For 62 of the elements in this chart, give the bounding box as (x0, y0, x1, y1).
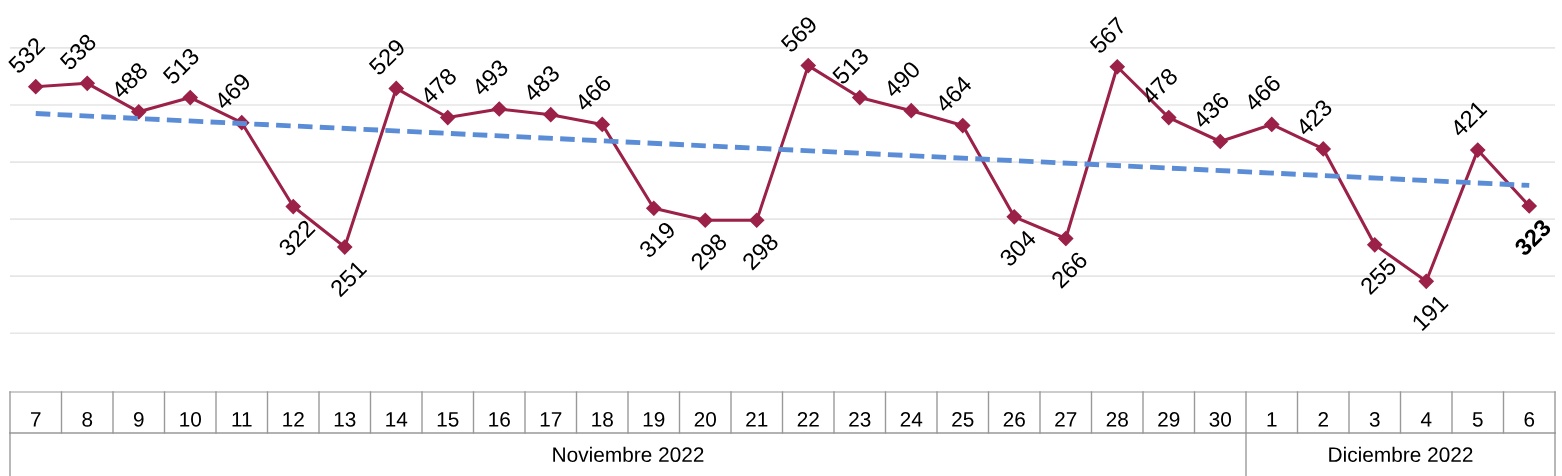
x-tick-label: 8 (82, 411, 93, 427)
data-label: 569 (779, 15, 819, 54)
x-tick-label: 14 (386, 412, 408, 427)
data-label: 466 (573, 73, 613, 113)
data-label: 266 (1050, 250, 1089, 289)
x-tick-label: 9 (133, 411, 144, 427)
x-tick-label: 30 (1209, 411, 1232, 427)
x-tick-label: 13 (334, 411, 356, 427)
x-tick-label: 18 (592, 411, 613, 427)
x-tick-label: 19 (643, 411, 665, 427)
x-tick-label: 27 (1055, 411, 1077, 427)
data-label: 567 (1088, 16, 1128, 55)
x-tick-label: 16 (489, 411, 510, 427)
x-tick-label: 15 (437, 412, 459, 427)
x-tick-label: 10 (180, 411, 202, 427)
data-label: 323 (1513, 218, 1553, 257)
x-tick-label: 5 (1472, 412, 1483, 427)
x-tick-label: 12 (283, 411, 304, 427)
x-tick-label: 22 (797, 411, 819, 427)
x-tick-label: 3 (1369, 411, 1380, 427)
data-label: 191 (1411, 293, 1449, 332)
data-label: 483 (522, 64, 561, 103)
x-tick-label: 23 (849, 411, 871, 427)
data-label: 490 (882, 60, 922, 99)
data-label: 319 (638, 220, 677, 259)
data-label: 464 (934, 74, 973, 114)
data-label: 488 (110, 61, 149, 100)
data-label: 298 (741, 232, 780, 271)
data-label: 251 (329, 259, 368, 298)
data-label: 478 (419, 66, 458, 106)
data-label: 322 (277, 218, 316, 258)
x-tick-label: 21 (746, 411, 768, 427)
x-tick-label: 1 (1267, 412, 1277, 427)
x-tick-label: 11 (232, 412, 252, 427)
data-label: 513 (161, 46, 201, 86)
x-tick-label: 6 (1524, 411, 1535, 427)
data-label: 478 (1140, 66, 1179, 106)
data-label: 469 (213, 72, 252, 111)
data-label: 529 (367, 37, 407, 77)
x-tick-label: 29 (1158, 411, 1180, 427)
x-tick-label: 7 (31, 412, 41, 427)
x-tick-label: 4 (1420, 412, 1432, 427)
text: Noviembre 2022 (553, 446, 704, 463)
data-label: 421 (1449, 99, 1488, 138)
x-tick-label: 25 (952, 411, 974, 427)
data-label: 304 (998, 228, 1038, 268)
data-label: 298 (689, 232, 728, 271)
data-label: 466 (1243, 73, 1282, 113)
x-tick-label: 2 (1318, 411, 1328, 427)
x-tick-label: 24 (900, 411, 923, 427)
data-label: 538 (58, 32, 98, 72)
x-tick-label: 17 (540, 412, 562, 427)
x-tick-label: 20 (694, 411, 717, 427)
data-label: 493 (470, 58, 510, 97)
x-tick-label: 26 (1003, 411, 1025, 427)
text: Diciembre 2022 (1329, 446, 1473, 463)
data-label: 436 (1191, 90, 1231, 130)
data-label: 423 (1294, 98, 1334, 137)
data-label: 255 (1359, 257, 1398, 296)
data-label: 532 (7, 36, 46, 75)
x-tick-label: 28 (1106, 411, 1128, 427)
data-label: 513 (831, 46, 870, 86)
